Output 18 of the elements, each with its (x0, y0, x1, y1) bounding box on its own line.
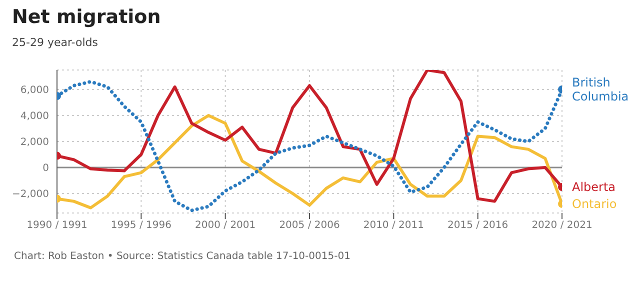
y-tick-label: 6,000 (20, 85, 49, 96)
y-tick-label: 4,000 (20, 111, 49, 122)
series-label: Alberta (572, 180, 616, 194)
y-tick-label: −2,000 (12, 189, 49, 200)
text: Chart: Rob Easton • Source: Statistics Canada table 17-10-0015-01 (14, 251, 350, 262)
y-tick-label: 0 (42, 163, 49, 174)
x-tick-label: 1995 / 1996 (110, 220, 172, 232)
x-tick-label: 2010 / 2011 (363, 220, 424, 232)
x-tick-label: 2015 / 2016 (448, 220, 508, 232)
x-tick-label: 2005 / 2006 (279, 220, 340, 232)
y-tick-label: 2,000 (20, 137, 49, 148)
series-label: Ontario (572, 196, 617, 211)
x-tick-label: 2000 / 2001 (195, 220, 256, 232)
x-tick-label: 1990 / 1991 (26, 220, 88, 232)
chart-title: Net migration (12, 6, 161, 28)
chart-subtitle: 25-29 year-olds (12, 36, 98, 49)
series-label: British Columbia (572, 76, 629, 104)
x-tick-label: 2020 / 2021 (532, 220, 592, 232)
